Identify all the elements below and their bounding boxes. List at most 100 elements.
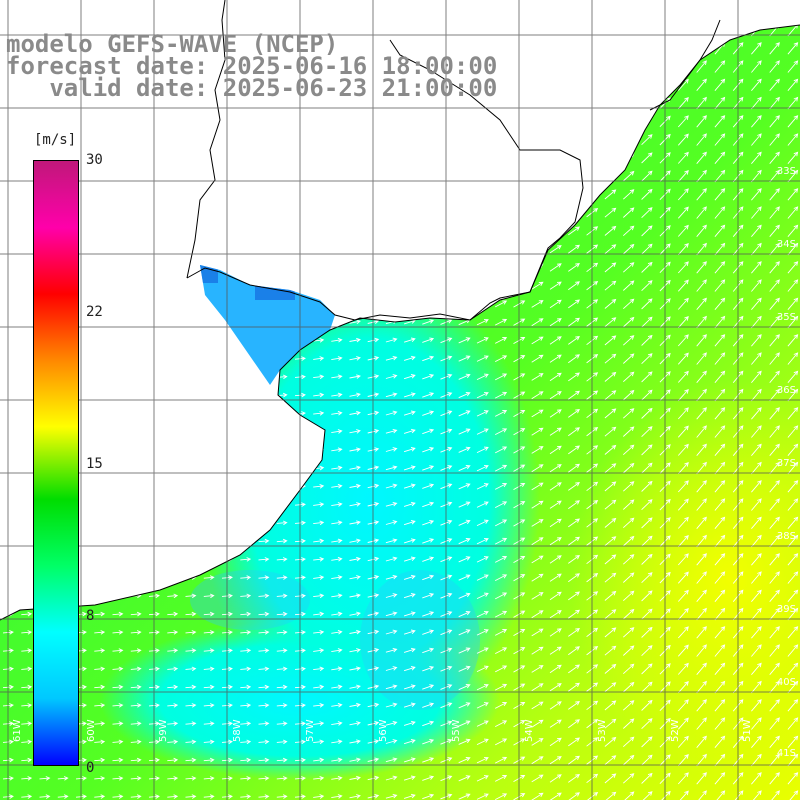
- wind-arrow: [714, 334, 726, 347]
- wind-arrow: [549, 482, 562, 491]
- wind-arrow: [641, 626, 653, 638]
- wind-arrow: [622, 426, 635, 437]
- lon-label-59w: 59W: [158, 719, 169, 742]
- wind-arrow: [531, 281, 544, 290]
- wind-arrow: [403, 702, 416, 708]
- wind-arrow: [751, 352, 762, 365]
- wind-arrow: [476, 483, 489, 490]
- wind-arrow: [696, 115, 707, 128]
- wind-arrow: [403, 574, 416, 580]
- wind-arrow: [751, 96, 762, 110]
- wind-arrow: [185, 703, 197, 708]
- wind-arrow: [203, 703, 215, 708]
- colorbar-tick-22: 22: [86, 304, 103, 320]
- wind-arrow: [677, 297, 689, 310]
- wind-arrow: [240, 684, 252, 690]
- wind-arrow: [385, 410, 398, 416]
- wind-arrow: [422, 373, 435, 380]
- wind-arrow: [714, 772, 726, 785]
- wind-arrow: [476, 610, 489, 618]
- wind-arrow: [769, 370, 780, 383]
- wind-arrow: [531, 683, 544, 692]
- wind-arrow: [167, 739, 179, 745]
- wind-arrow: [641, 188, 653, 200]
- wind-arrow: [403, 410, 416, 416]
- wind-arrow: [714, 534, 726, 548]
- wind-arrow: [130, 776, 142, 781]
- valid-date: valid date: 2025-06-23 21:00:00: [6, 74, 498, 102]
- wind-arrow: [349, 429, 361, 434]
- wind-arrow: [403, 593, 416, 599]
- wind-arrow: [568, 646, 580, 656]
- wind-arrow: [494, 738, 508, 746]
- wind-arrow: [677, 242, 689, 256]
- wind-arrow: [258, 575, 270, 580]
- wind-arrow: [422, 574, 435, 581]
- wind-arrow: [458, 501, 471, 508]
- wind-arrow: [787, 480, 799, 493]
- wind-arrow: [604, 335, 617, 346]
- wind-arrow: [531, 756, 544, 765]
- wind-arrow: [385, 574, 398, 580]
- wind-arrow: [677, 352, 689, 365]
- wind-arrow: [94, 703, 106, 708]
- wind-arrow: [313, 556, 325, 562]
- wind-arrow: [94, 794, 106, 799]
- wind-arrow: [403, 720, 416, 726]
- wind-arrow: [349, 556, 361, 562]
- wind-arrow: [167, 611, 179, 617]
- wind-arrow: [549, 427, 562, 436]
- wind-arrow: [677, 699, 689, 712]
- wind-arrow: [130, 794, 142, 799]
- wind-arrow: [641, 499, 653, 511]
- wind-arrow: [641, 207, 653, 219]
- wind-arrow: [714, 206, 726, 219]
- wind-arrow: [641, 590, 653, 602]
- wind-arrow: [622, 462, 635, 474]
- wind-arrow: [622, 389, 635, 401]
- wind-arrow: [313, 520, 325, 526]
- wind-arrow: [622, 754, 635, 766]
- wind-arrow: [696, 461, 707, 475]
- wind-arrow: [385, 538, 398, 544]
- wind-arrow: [714, 261, 726, 274]
- wind-arrow: [714, 279, 726, 292]
- wind-arrow: [167, 703, 179, 708]
- wind-arrow: [21, 721, 33, 726]
- wind-arrow: [549, 537, 562, 546]
- wind-arrow: [696, 96, 707, 110]
- wind-arrow: [476, 738, 489, 746]
- wind-arrow: [769, 644, 780, 657]
- wind-arrow: [476, 793, 489, 800]
- wind-arrow: [604, 590, 617, 601]
- wind-arrow: [240, 630, 252, 635]
- wind-arrow: [549, 701, 562, 710]
- wind-arrow: [422, 702, 435, 708]
- wind-arrow: [622, 207, 635, 218]
- wind-arrow: [677, 443, 689, 456]
- wind-arrow: [531, 464, 544, 473]
- wind-arrow: [714, 96, 726, 110]
- wind-arrow: [696, 772, 707, 785]
- wind-arrow: [751, 480, 762, 493]
- wind-arrow: [276, 593, 288, 599]
- wind-arrow: [276, 648, 288, 653]
- wind-arrow: [549, 281, 562, 290]
- wind-arrow: [696, 133, 707, 146]
- wind-arrow: [349, 794, 361, 799]
- wind-arrow: [769, 607, 780, 621]
- wind-arrow: [185, 611, 197, 617]
- wind-arrow: [604, 645, 617, 656]
- wind-arrow: [258, 538, 270, 544]
- wind-arrow: [769, 388, 780, 402]
- wind-arrow: [787, 297, 799, 310]
- wind-arrow: [568, 482, 580, 491]
- wind-arrow: [769, 589, 780, 602]
- wind-arrow: [203, 575, 215, 580]
- wind-arrow: [769, 151, 780, 164]
- wind-arrow: [203, 593, 215, 599]
- wind-arrow: [531, 354, 544, 363]
- wind-arrow: [769, 772, 780, 785]
- lon-label-57w: 57W: [305, 719, 316, 742]
